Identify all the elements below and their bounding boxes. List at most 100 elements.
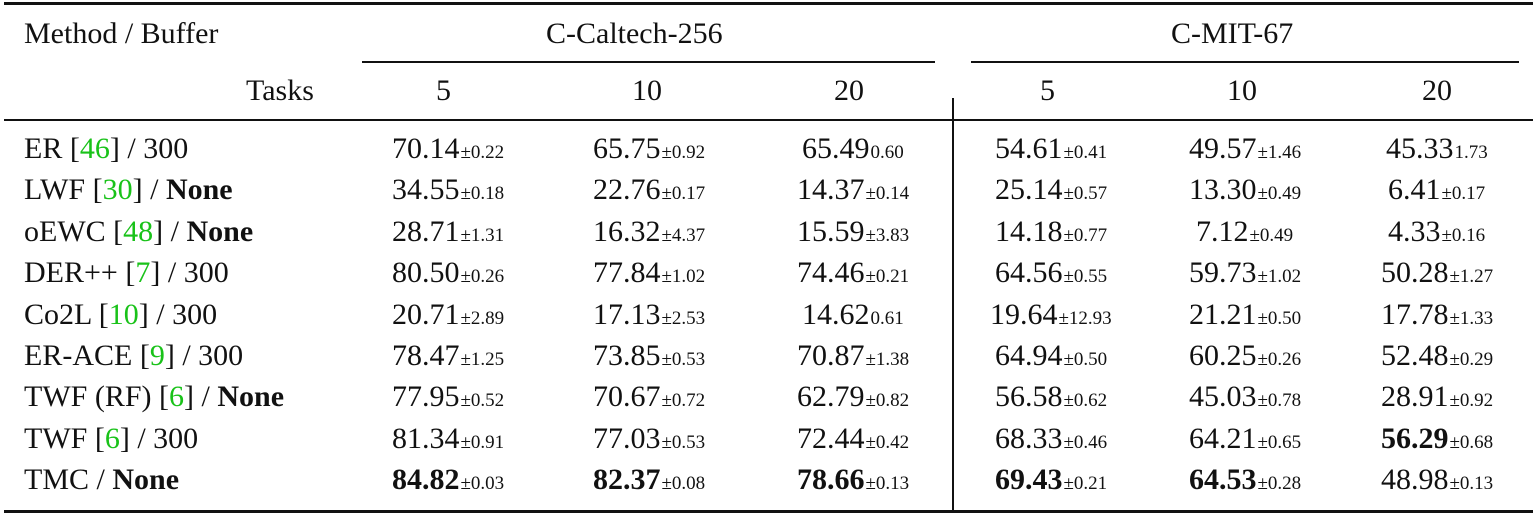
result-cell: 64.94±0.50 xyxy=(995,341,1107,371)
mean-accuracy: 68.33 xyxy=(995,422,1063,455)
result-cell: 81.34±0.91 xyxy=(392,424,504,454)
mean-accuracy: 49.57 xyxy=(1189,132,1257,165)
citation-link[interactable]: [10] xyxy=(91,298,149,331)
mean-accuracy: 84.82 xyxy=(392,463,460,496)
mean-accuracy: 4.33 xyxy=(1388,215,1441,248)
result-cell: 14.620.61 xyxy=(802,300,904,330)
mean-accuracy: 81.34 xyxy=(392,422,460,455)
caltech-cmidrule xyxy=(362,61,935,63)
std-deviation: ±0.03 xyxy=(460,473,505,494)
result-cell: 28.71±1.31 xyxy=(392,217,504,247)
std-deviation: ±2.53 xyxy=(661,308,706,329)
result-cell: 4.33±0.16 xyxy=(1388,217,1485,247)
std-deviation: ±0.77 xyxy=(1063,225,1108,246)
result-cell: 7.12±0.49 xyxy=(1196,217,1293,247)
row-label: TWF (RF) [6] / None xyxy=(24,380,285,413)
std-deviation: ±0.65 xyxy=(1257,432,1302,453)
std-deviation: ±3.83 xyxy=(865,225,910,246)
citation-link[interactable]: [30] xyxy=(85,173,143,206)
mean-accuracy: 56.58 xyxy=(995,380,1063,413)
mean-accuracy: 65.75 xyxy=(593,132,661,165)
result-cell: 49.57±1.46 xyxy=(1189,134,1301,164)
result-cell: 64.21±0.65 xyxy=(1189,424,1301,454)
result-cell: 22.76±0.17 xyxy=(593,175,705,205)
std-deviation: ±0.26 xyxy=(1257,349,1302,370)
citation-link[interactable]: [46] xyxy=(62,132,120,165)
citation-link[interactable]: [6] xyxy=(87,422,130,455)
mean-accuracy: 13.30 xyxy=(1189,173,1257,206)
mean-accuracy: 17.78 xyxy=(1381,298,1449,331)
mean-accuracy: 7.12 xyxy=(1196,215,1249,248)
std-deviation: ±0.46 xyxy=(1063,432,1108,453)
method-name: TMC xyxy=(24,463,90,496)
result-cell: 6.41±0.17 xyxy=(1388,175,1485,205)
buffer-size: 300 xyxy=(153,422,199,455)
std-deviation: ±0.91 xyxy=(460,432,505,453)
result-cell: 70.14±0.22 xyxy=(392,134,504,164)
result-cell: 15.59±3.83 xyxy=(797,217,909,247)
result-cell: 14.37±0.14 xyxy=(797,175,909,205)
std-deviation: ±1.31 xyxy=(460,225,505,246)
buffer-size: None xyxy=(112,463,180,496)
mean-accuracy: 19.64 xyxy=(990,298,1058,331)
mean-accuracy: 15.59 xyxy=(797,215,865,248)
mean-accuracy: 60.25 xyxy=(1189,339,1257,372)
mean-accuracy: 14.18 xyxy=(995,215,1063,248)
std-deviation: ±0.57 xyxy=(1063,183,1108,204)
std-deviation: ±0.78 xyxy=(1257,390,1302,411)
row-label: ER [46] / 300 xyxy=(24,132,189,165)
result-cell: 17.13±2.53 xyxy=(593,300,705,330)
result-cell: 13.30±0.49 xyxy=(1189,175,1301,205)
result-cell: 84.82±0.03 xyxy=(392,465,504,495)
citation-link[interactable]: [9] xyxy=(132,339,175,372)
result-cell: 54.61±0.41 xyxy=(995,134,1107,164)
std-deviation: ±0.41 xyxy=(1063,142,1108,163)
method-name: TWF (RF) xyxy=(24,380,152,413)
std-deviation: ±0.52 xyxy=(460,390,505,411)
std-deviation: ±0.42 xyxy=(865,432,910,453)
mean-accuracy: 48.98 xyxy=(1381,463,1449,496)
mean-accuracy: 14.62 xyxy=(802,298,870,331)
std-deviation: 0.60 xyxy=(870,142,904,163)
std-deviation: ±0.82 xyxy=(865,390,910,411)
result-cell: 70.67±0.72 xyxy=(593,382,705,412)
header-rule xyxy=(4,119,1533,121)
mean-accuracy: 65.49 xyxy=(802,132,870,165)
std-deviation: ±0.50 xyxy=(1063,349,1108,370)
buffer-size: None xyxy=(217,380,285,413)
buffer-size: None xyxy=(186,215,254,248)
result-cell: 19.64±12.93 xyxy=(990,300,1112,330)
result-cell: 52.48±0.29 xyxy=(1381,341,1493,371)
mean-accuracy: 52.48 xyxy=(1381,339,1449,372)
mean-accuracy: 70.87 xyxy=(797,339,865,372)
mean-accuracy: 54.61 xyxy=(995,132,1063,165)
row-label: oEWC [48] / None xyxy=(24,215,254,248)
std-deviation: 1.73 xyxy=(1454,142,1488,163)
mean-accuracy: 70.14 xyxy=(392,132,460,165)
caltech-group-header: C-Caltech-256 xyxy=(546,17,723,50)
citation-link[interactable]: [7] xyxy=(117,256,161,289)
row-label: DER++ [7] / 300 xyxy=(24,256,229,289)
method-name: Co2L xyxy=(24,298,92,331)
result-cell: 60.25±0.26 xyxy=(1189,341,1301,371)
result-cell: 69.43±0.21 xyxy=(995,465,1107,495)
top-rule xyxy=(4,2,1533,5)
result-cell: 73.85±0.53 xyxy=(593,341,705,371)
citation-link[interactable]: [6] xyxy=(151,380,194,413)
mean-accuracy: 28.71 xyxy=(392,215,460,248)
mean-accuracy: 73.85 xyxy=(593,339,661,372)
mean-accuracy: 34.55 xyxy=(392,173,460,206)
result-cell: 14.18±0.77 xyxy=(995,217,1107,247)
column-separator xyxy=(952,98,954,512)
citation-link[interactable]: [48] xyxy=(105,215,164,248)
std-deviation: ±1.46 xyxy=(1257,142,1302,163)
mean-accuracy: 77.03 xyxy=(593,422,661,455)
std-deviation: ±0.13 xyxy=(865,473,910,494)
std-deviation: ±0.92 xyxy=(661,142,706,163)
mean-accuracy: 59.73 xyxy=(1189,256,1257,289)
method-buffer-header: Method / Buffer xyxy=(24,17,219,50)
mean-accuracy: 64.94 xyxy=(995,339,1063,372)
result-cell: 28.91±0.92 xyxy=(1381,382,1493,412)
result-cell: 74.46±0.21 xyxy=(797,258,909,288)
buffer-size: 300 xyxy=(198,339,244,372)
